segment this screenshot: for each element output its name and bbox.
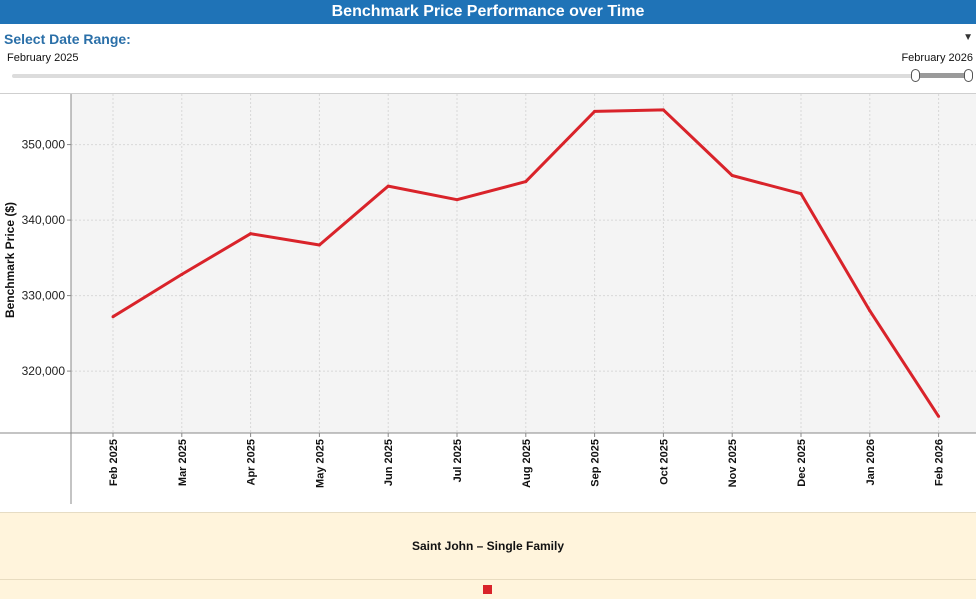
legend-series-label: Saint John – Single Family xyxy=(411,539,565,553)
date-range-label: Select Date Range: xyxy=(4,31,131,47)
y-tick-label: 320,000 xyxy=(22,364,66,378)
slider-start-handle[interactable] xyxy=(911,69,920,82)
data-point xyxy=(661,108,665,112)
y-tick-label: 350,000 xyxy=(22,138,66,152)
x-tick-label: Jun 2025 xyxy=(383,439,395,486)
slider-end-handle[interactable] xyxy=(964,69,973,82)
x-tick-label: Aug 2025 xyxy=(521,439,533,488)
x-tick-label: Feb 2025 xyxy=(108,439,120,486)
data-point xyxy=(455,198,459,202)
data-point xyxy=(593,109,597,113)
data-point xyxy=(524,180,528,184)
chart-title: Benchmark Price Performance over Time xyxy=(0,0,976,24)
x-tick-label: Mar 2025 xyxy=(177,439,189,486)
y-tick-label: 340,000 xyxy=(22,213,66,227)
range-start-label: February 2025 xyxy=(7,52,79,64)
x-tick-label: Dec 2025 xyxy=(796,439,808,487)
data-point xyxy=(730,174,734,178)
collapse-caret-icon[interactable]: ▼ xyxy=(963,32,973,43)
x-tick-label: Apr 2025 xyxy=(246,439,258,485)
y-tick-label: 330,000 xyxy=(22,289,66,303)
y-axis-title: Benchmark Price ($) xyxy=(3,202,17,318)
legend-swatch[interactable] xyxy=(483,585,492,594)
date-range-selection[interactable] xyxy=(916,73,970,78)
legend-divider xyxy=(0,579,976,580)
data-point xyxy=(799,192,803,196)
x-tick-label: May 2025 xyxy=(314,439,326,488)
x-tick-label: Nov 2025 xyxy=(727,439,739,487)
data-point xyxy=(111,315,115,319)
x-tick-label: Jan 2026 xyxy=(865,439,877,485)
data-point xyxy=(386,184,390,188)
data-point xyxy=(868,309,872,313)
data-point xyxy=(180,272,184,276)
data-point xyxy=(249,232,253,236)
data-point xyxy=(317,243,321,247)
divider xyxy=(0,93,976,94)
x-tick-label: Sep 2025 xyxy=(590,439,602,487)
x-tick-label: Jul 2025 xyxy=(452,439,464,482)
data-point xyxy=(937,414,941,418)
line-chart: 320,000 330,000 340,000 350,000 Benchmark Pr… xyxy=(0,94,976,504)
date-range-slider[interactable] xyxy=(12,74,968,78)
x-tick-label: Oct 2025 xyxy=(658,439,670,485)
plot-area xyxy=(71,94,976,433)
range-end-label: February 2026 xyxy=(901,52,973,64)
x-tick-label: Feb 2026 xyxy=(934,439,946,486)
legend-panel: Saint John – Single Family xyxy=(0,512,976,599)
